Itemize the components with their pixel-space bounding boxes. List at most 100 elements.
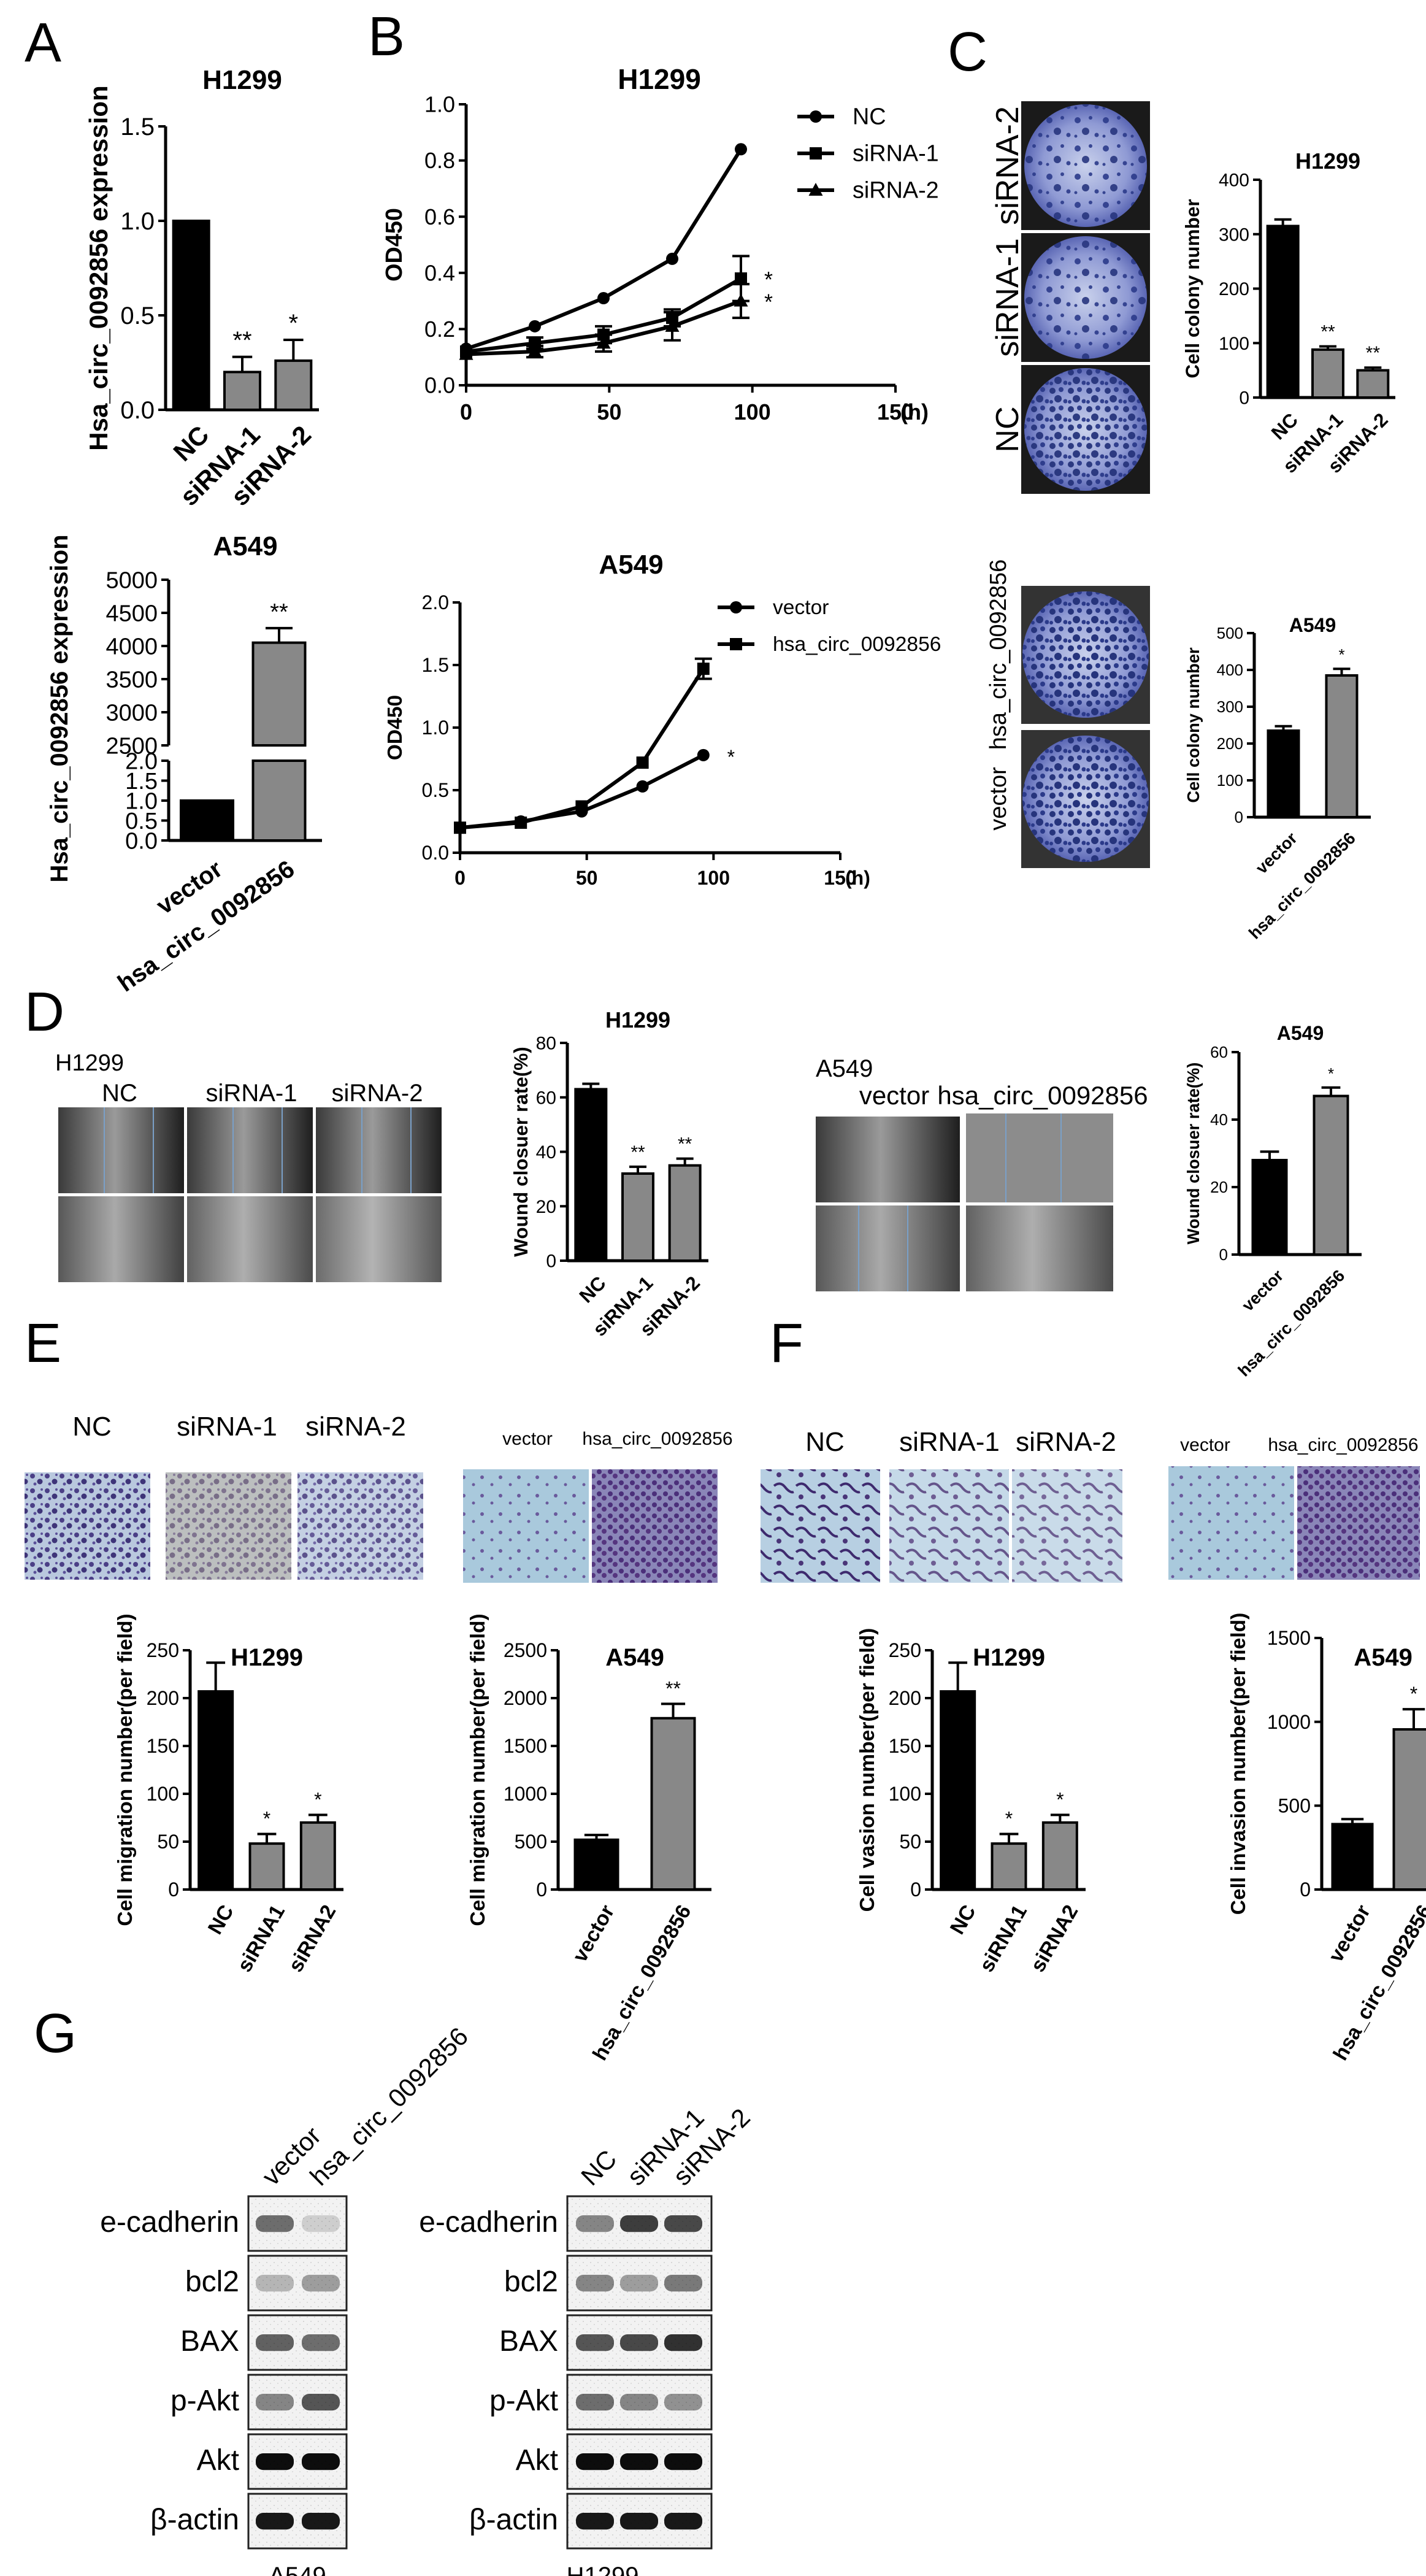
blot-band <box>302 2394 340 2411</box>
data-point <box>735 272 747 285</box>
colony-label-nc: NC <box>990 406 1025 452</box>
y-tick-label: 50 <box>157 1831 179 1853</box>
blot-band <box>620 2394 658 2411</box>
y-tick-label: 60 <box>1210 1043 1228 1061</box>
bar-siRNA-2 <box>668 1164 702 1262</box>
category-label: vector <box>569 1901 619 1966</box>
invasion-images: NC siRNA-1 siRNA-2 vector hsa_circ_00928… <box>761 1427 1420 1583</box>
blot-band <box>256 2394 294 2411</box>
blot-band <box>302 2215 340 2232</box>
chart-title: H1299 <box>1295 148 1360 174</box>
y-tick-label: 0 <box>168 1878 179 1901</box>
x-tick-label: 50 <box>576 867 598 889</box>
wound-label-sirna2: siRNA-2 <box>332 1080 423 1107</box>
panel-letter-d: D <box>25 982 64 1043</box>
blot-band <box>620 2215 658 2232</box>
y-axis-label: Wound closuer rate(%) <box>1184 1063 1203 1245</box>
chart-title: A549 <box>1289 614 1336 636</box>
colony-label-vector: vector <box>986 767 1011 831</box>
y-tick-label: 2.0 <box>422 591 449 613</box>
blot-cell-label: H1299 <box>567 2563 639 2576</box>
legend-marker <box>730 638 742 650</box>
data-point <box>596 336 611 349</box>
legend-marker <box>808 183 823 196</box>
x-tick-label: 100 <box>734 399 771 425</box>
data-point <box>734 293 748 307</box>
y-tick-label: 40 <box>536 1142 556 1163</box>
y-tick-label: 250 <box>147 1639 179 1661</box>
protein-label: bcl2 <box>504 2266 558 2298</box>
y-tick-label: 0 <box>536 1878 547 1901</box>
y-tick-label: 0.5 <box>125 809 158 834</box>
y-tick-label: 1.0 <box>120 208 155 235</box>
y-tick-label: 0 <box>1219 1245 1228 1264</box>
invasion-label-hsa: hsa_circ_0092856 <box>1268 1435 1418 1455</box>
blot-band <box>256 2215 294 2232</box>
blot-band <box>664 2334 702 2351</box>
chart-a-h1299-expression: H1299 0.0 0.5 1.0 1.5 Hsa_circ_0092856 expres… <box>84 65 319 511</box>
colony-label-sirna1: siRNA-1 <box>990 238 1025 357</box>
blot-band <box>576 2334 614 2351</box>
migration-label-vector: vector <box>502 1429 553 1449</box>
data-point <box>527 344 542 358</box>
y-axis-label: OD450 <box>381 208 407 282</box>
data-point <box>697 663 710 675</box>
chart-b-a549-od450: A549 0.0 0.5 1.0 1.5 2.0 0 50 100 150(h) OD450 * vec… <box>384 550 941 889</box>
bar-hsa_circ_0092856 <box>1325 674 1359 818</box>
category-label: vector <box>1325 1901 1375 1966</box>
y-tick-label: 50 <box>899 1831 921 1853</box>
y-tick-label: 100 <box>1219 334 1249 354</box>
blot-band <box>576 2453 614 2470</box>
significance-label: * <box>289 310 299 337</box>
invasion-label-sirna2: siRNA-2 <box>1016 1427 1116 1457</box>
blot-band <box>664 2215 702 2232</box>
legend-label: vector <box>773 596 829 619</box>
bar-siRNA-1 <box>223 371 261 412</box>
blot-band <box>256 2334 294 2351</box>
y-tick-label: 0.0 <box>120 397 155 424</box>
y-axis-label: Hsa_circ_0092856 expression <box>84 85 113 450</box>
wound-cell-a549: A549 <box>816 1055 873 1082</box>
legend-label: NC <box>853 104 886 130</box>
y-tick-label: 100 <box>1217 771 1243 790</box>
data-point <box>459 347 473 360</box>
bar-NC <box>574 1088 608 1262</box>
category-label: siRNA1 <box>975 1901 1032 1976</box>
protein-label: bcl2 <box>185 2266 239 2298</box>
category-label: vector <box>1252 828 1301 877</box>
y-axis-label: Cell vasion number(per field) <box>856 1628 879 1912</box>
bar-NC <box>172 220 210 411</box>
y-tick-label: 1.5 <box>422 654 449 676</box>
chart-title: A549 <box>599 550 663 580</box>
blot-band <box>576 2275 614 2292</box>
blot-band <box>664 2394 702 2411</box>
significance-label: * <box>764 267 773 292</box>
chart-title: H1299 <box>605 1007 670 1032</box>
chart-title: H1299 <box>973 1644 1045 1671</box>
protein-label: p-Akt <box>489 2385 558 2417</box>
bar-siRNA1 <box>991 1842 1027 1891</box>
significance-label: ** <box>665 1677 681 1699</box>
legend-marker <box>810 147 822 160</box>
data-point <box>636 756 649 769</box>
bar-vector <box>1331 1823 1374 1891</box>
x-tick-label: 100 <box>697 867 730 889</box>
y-tick-label: 1.5 <box>125 769 158 794</box>
migration-label-nc: NC <box>72 1412 112 1442</box>
y-tick-label: 400 <box>1217 661 1243 679</box>
protein-label: BAX <box>180 2325 239 2358</box>
blot-band <box>302 2334 340 2351</box>
y-tick-label: 0.0 <box>422 842 449 864</box>
protein-label: p-Akt <box>171 2385 239 2417</box>
y-tick-label: 0.5 <box>120 302 155 329</box>
y-tick-label: 150 <box>889 1735 921 1757</box>
chart-f-a549-invasion: A549 0 500 1000 1500 Cell invasion number(per… <box>1227 1613 1426 2064</box>
data-point <box>665 318 680 332</box>
data-point <box>636 780 649 793</box>
protein-label: e-cadherin <box>419 2206 558 2239</box>
bar-hsa_circ_0092856-lower <box>251 759 307 842</box>
data-point <box>454 821 466 834</box>
significance-label: * <box>764 290 773 315</box>
chart-title: H1299 <box>231 1644 303 1671</box>
data-point <box>735 143 747 156</box>
